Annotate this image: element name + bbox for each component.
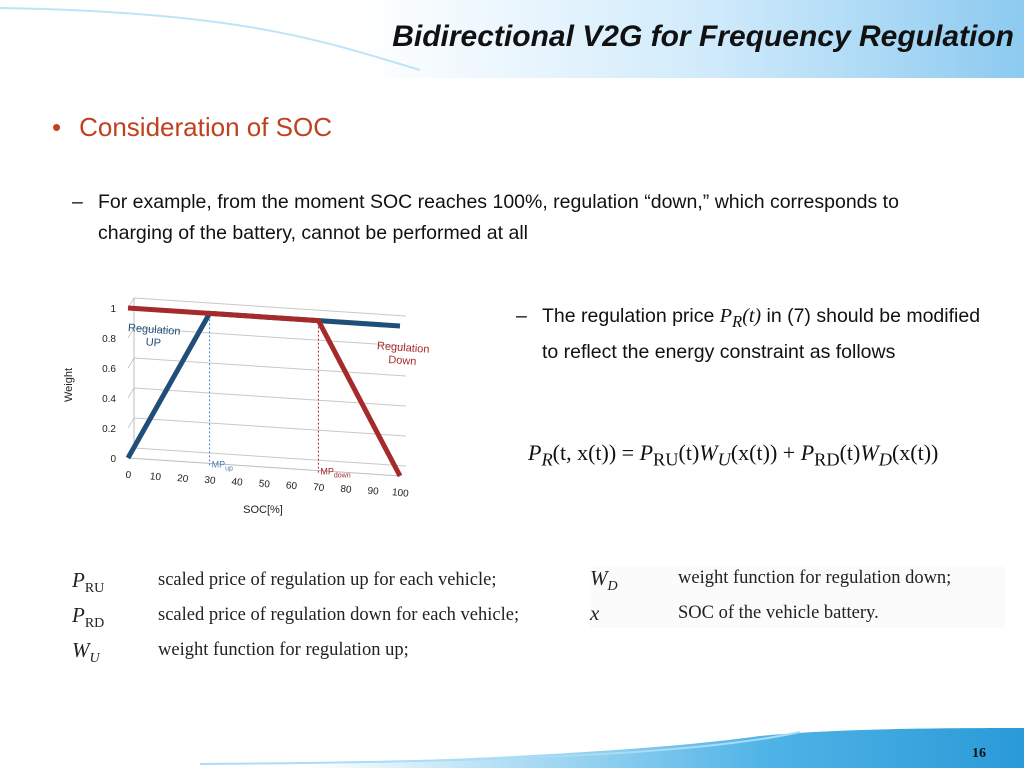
x-tick-label: 100 (391, 487, 409, 500)
x-axis-floor (127, 457, 401, 477)
bullet-text: Consideration of SOC (79, 112, 333, 142)
gridline-depth (127, 357, 135, 369)
price-symbol: PR(t) (719, 305, 762, 331)
definition-symbol: PRD (72, 603, 105, 632)
gridline (133, 387, 407, 407)
x-tick-label: 40 (231, 477, 244, 489)
y-tick-label: 0.2 (102, 424, 116, 435)
series-label: Down (388, 354, 417, 368)
sub-bullet-price: – The regulation price PR(t) in (7) shou… (516, 301, 992, 368)
x-tick-label: 90 (367, 486, 380, 498)
weight-chart: 0 0.2 0.4 0.6 0.8 1 0 10 20 30 40 50 60 70 80 90 100 Weig… (58, 285, 453, 517)
dash-icon: – (72, 191, 83, 213)
y-tick-label: 0 (110, 454, 116, 465)
gridline (133, 357, 407, 377)
definition-symbol: WD (590, 566, 618, 595)
bullet-heading: • Consideration of SOC (52, 112, 332, 143)
slide-title: Bidirectional V2G for Frequency Regulati… (392, 20, 1014, 53)
x-axis-title: SOC[%] (243, 504, 283, 516)
page-number: 16 (972, 746, 986, 761)
definition-symbol: WU (72, 638, 100, 667)
gridline (133, 327, 407, 347)
y-tick-label: 1 (110, 304, 116, 315)
sub-bullet-pre: The regulation price (542, 305, 715, 327)
definition-symbol: PRU (72, 568, 105, 597)
dash-icon: – (516, 305, 527, 327)
x-tick-label: 70 (313, 482, 326, 494)
sub-bullet-soc-example: – For example, from the moment SOC reach… (72, 187, 918, 249)
definition-text: scaled price of regulation up for each v… (158, 570, 497, 590)
y-tick-label: 0.6 (102, 364, 116, 375)
definition-text: weight function for regulation up; (158, 640, 409, 660)
footer-band (0, 728, 1024, 768)
sub-bullet-post: in (7) should be modified to reflect the… (542, 305, 981, 363)
series-label: Regulation (128, 322, 181, 338)
gridline-depth (127, 417, 135, 429)
gridline-depth (127, 327, 135, 339)
definition-row: x SOC of the vehicle battery. (590, 601, 1005, 636)
header-band (0, 0, 1024, 78)
gridline (133, 297, 407, 317)
x-tick-label: 60 (285, 480, 298, 492)
x-tick-label: 0 (125, 470, 132, 482)
x-tick-label: 30 (204, 475, 217, 487)
series-label: UP (145, 336, 161, 349)
regulation-price-formula: PR(t, x(t)) = PRU(t)WU(x(t)) + PRD(t)WD(… (528, 440, 939, 470)
series-label: Regulation (377, 340, 430, 356)
bullet-dot-icon: • (52, 112, 62, 142)
definition-symbol: x (590, 601, 600, 625)
y-tick-label: 0.8 (102, 334, 116, 345)
x-tick-label: 50 (258, 478, 271, 490)
sub-bullet-text: For example, from the moment SOC reaches… (98, 191, 899, 244)
series-line-down (127, 305, 403, 478)
marker-label-down: MPdown (320, 467, 350, 480)
gridline (133, 447, 407, 467)
weight-chart-svg: 00.20.40.60.810 10 20 30 40 50 60 70 80 90 100Weig… (63, 297, 430, 516)
x-tick-label: 10 (149, 471, 162, 483)
y-axis-title: Weight (63, 368, 75, 402)
y-tick-label: 0.4 (102, 394, 116, 405)
definition-text: SOC of the vehicle battery. (678, 603, 879, 623)
x-tick-label: 80 (340, 484, 353, 496)
marker-label-up: MPup (212, 459, 233, 472)
definition-text: scaled price of regulation down for each… (158, 605, 520, 625)
gridline-depth (127, 387, 135, 399)
definition-text: weight function for regulation down; (678, 568, 952, 588)
definitions-right: WD weight function for regulation down; … (590, 566, 1005, 628)
x-tick-label: 20 (177, 473, 190, 485)
gridline (133, 417, 407, 437)
definition-row: WD weight function for regulation down; (590, 566, 1005, 601)
